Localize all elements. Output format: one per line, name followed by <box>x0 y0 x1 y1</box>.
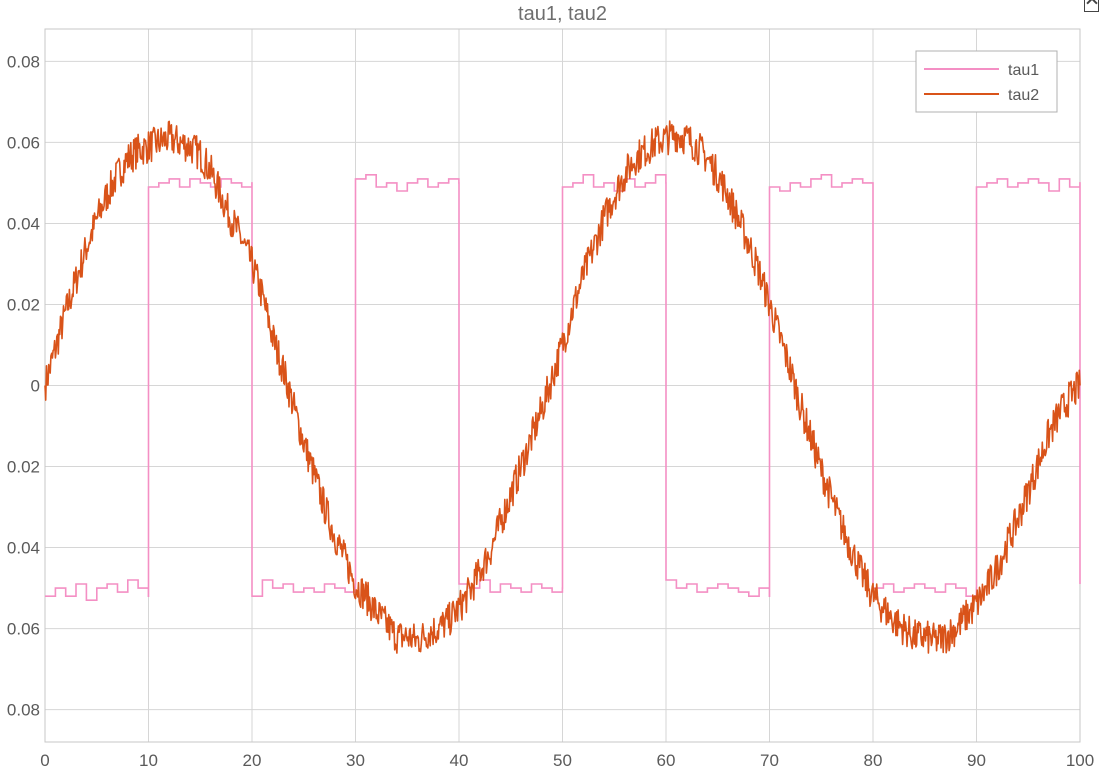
x-tick-label: 70 <box>760 751 779 770</box>
y-tick-label: 0.06 <box>7 133 40 152</box>
y-tick-label: 0.08 <box>7 52 40 71</box>
x-tick-label: 20 <box>243 751 262 770</box>
series-layer <box>44 120 1081 654</box>
legend-label-tau2: tau2 <box>1008 87 1039 104</box>
series-line-tau1 <box>45 174 1081 601</box>
legend-box <box>915 50 1058 113</box>
y-tick-label: 0.04 <box>7 214 40 233</box>
x-tick-label: 50 <box>553 751 572 770</box>
x-tick-label: 0 <box>40 751 49 770</box>
chart-title: tau1, tau2 <box>518 3 607 25</box>
legend: tau1 tau2 <box>915 50 1058 113</box>
x-tick-labels: 0 10 20 30 40 50 60 70 80 90 100 <box>40 751 1094 770</box>
x-tick-label: 40 <box>450 751 469 770</box>
y-tick-labels: 0.08 0.06 0.04 0.02 0 0.02 0.04 0.06 0.08 <box>7 52 40 719</box>
y-tick-label: 0 <box>31 377 40 396</box>
series-line-tau2 <box>44 120 1081 654</box>
y-tick-label: 0.06 <box>7 620 40 639</box>
x-tick-label: 30 <box>346 751 365 770</box>
x-tick-label: 90 <box>967 751 986 770</box>
y-tick-label: 0.02 <box>7 295 40 314</box>
y-tick-label: 0.02 <box>7 458 40 477</box>
x-tick-label: 100 <box>1066 751 1094 770</box>
x-tick-label: 80 <box>864 751 883 770</box>
y-tick-label: 0.08 <box>7 701 40 720</box>
x-tick-label: 10 <box>139 751 158 770</box>
export-icon[interactable] <box>1084 0 1099 12</box>
legend-label-tau1: tau1 <box>1008 62 1039 79</box>
y-tick-label: 0.04 <box>7 539 40 558</box>
x-tick-label: 60 <box>657 751 676 770</box>
